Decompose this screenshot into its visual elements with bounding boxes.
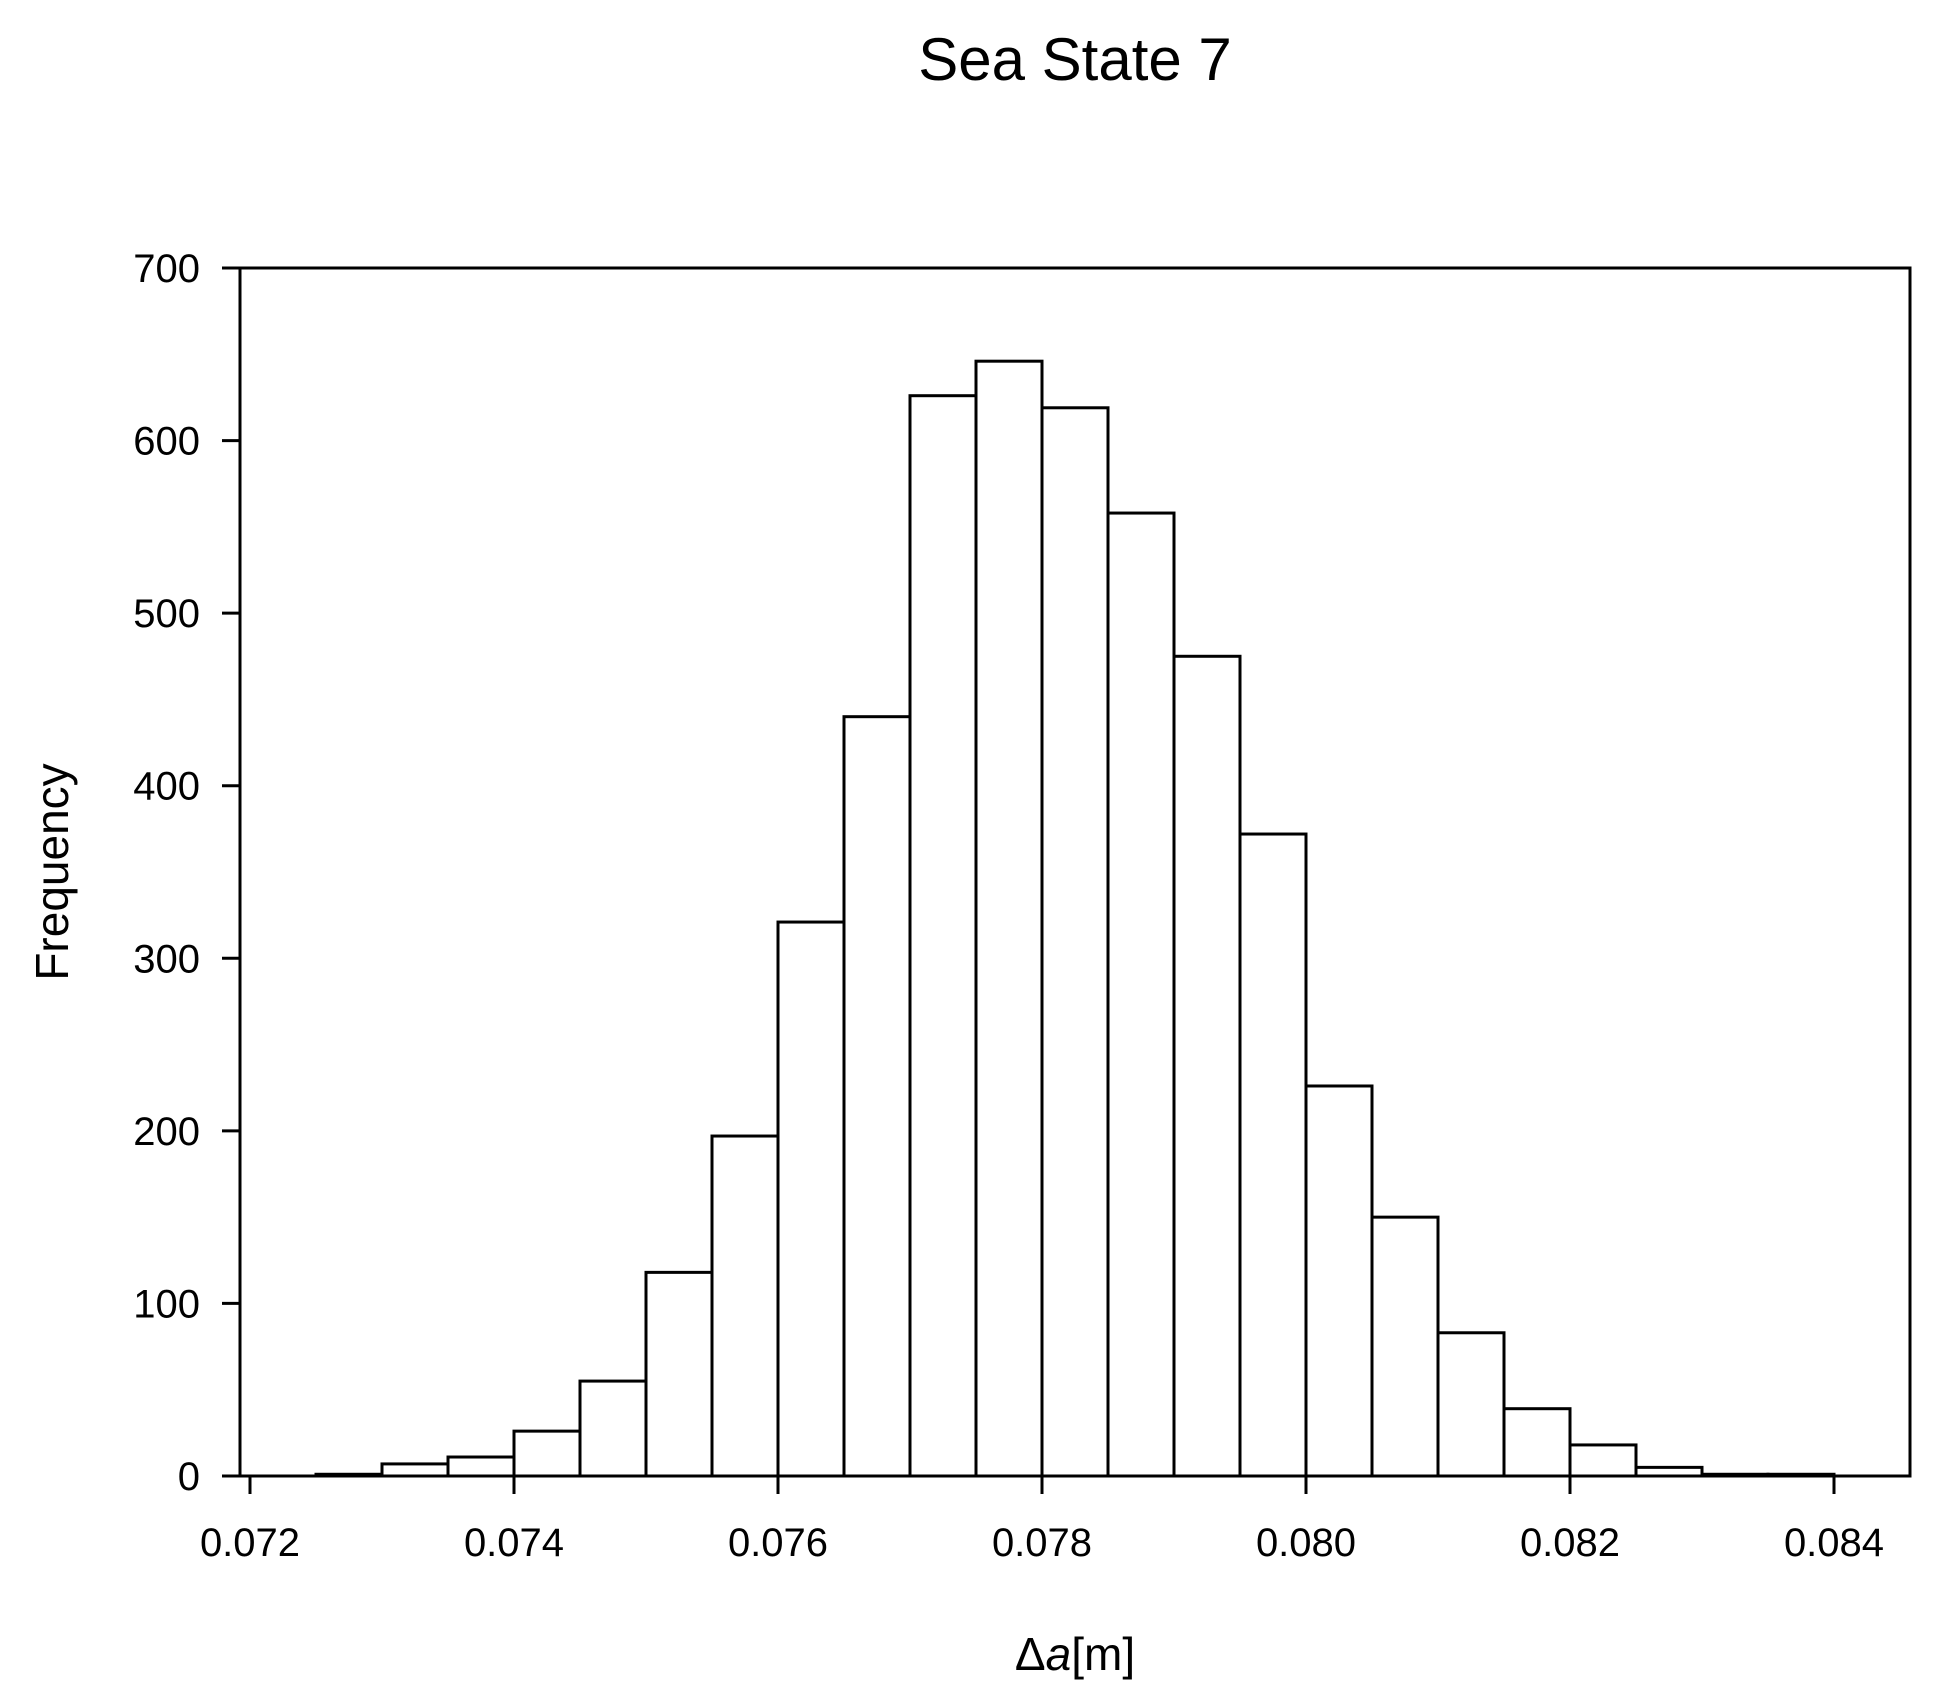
x-tick-label-4: 0.080 [1256, 1521, 1356, 1565]
x-axis-label-delta: Δ [1015, 1628, 1046, 1680]
x-axis: 0.072 0.074 0.076 0.078 0.080 0.082 0.084 [200, 1476, 1884, 1565]
histogram-bar-1 [380, 1462, 450, 1478]
histogram-bar-16 [1370, 1215, 1440, 1478]
histogram-bar-5 [644, 1270, 714, 1478]
x-tick-label-2: 0.076 [728, 1521, 828, 1565]
x-axis-label-variable: a [1046, 1628, 1072, 1680]
histogram-bar-12 [1106, 511, 1176, 1478]
histogram-bar-7 [776, 920, 846, 1478]
histogram-bar-10 [974, 359, 1044, 1478]
plot-frame [238, 266, 1912, 1478]
histogram-bar-14 [1238, 832, 1308, 1478]
histogram-bar-13 [1172, 654, 1242, 1478]
y-tick-label-1: 100 [133, 1282, 200, 1326]
y-tick-label-7: 700 [133, 247, 200, 291]
y-axis: 0 100 200 300 400 500 600 700 [133, 247, 240, 1499]
histogram-bar-4 [578, 1379, 648, 1478]
x-axis-label: Δa[m] [1015, 1628, 1135, 1680]
histogram-bar-6 [710, 1134, 780, 1478]
x-tick-label-6: 0.084 [1784, 1521, 1884, 1565]
histogram-bar-11 [1040, 406, 1110, 1478]
x-axis-label-unit: [m] [1071, 1628, 1135, 1680]
histogram-bar-2 [446, 1455, 516, 1478]
x-tick-label-3: 0.078 [992, 1521, 1092, 1565]
histogram-bar-3 [512, 1429, 582, 1478]
histogram-bar-9 [908, 394, 978, 1478]
y-tick-label-3: 300 [133, 937, 200, 981]
y-tick-label-2: 200 [133, 1110, 200, 1154]
y-tick-label-0: 0 [178, 1455, 200, 1499]
histogram-bar-17 [1436, 1331, 1506, 1478]
y-tick-label-5: 500 [133, 592, 200, 636]
y-tick-label-4: 400 [133, 765, 200, 809]
y-tick-label-6: 600 [133, 420, 200, 464]
histogram-bar-8 [842, 715, 912, 1478]
x-tick-label-5: 0.082 [1520, 1521, 1620, 1565]
y-axis-label: Frequency [26, 763, 78, 980]
bars-group [314, 359, 1836, 1478]
chart-title: Sea State 7 [918, 26, 1232, 93]
histogram-bar-19 [1568, 1443, 1638, 1478]
x-tick-label-1: 0.074 [464, 1521, 564, 1565]
histogram-bar-18 [1502, 1407, 1572, 1478]
histogram-bar-15 [1304, 1084, 1374, 1478]
x-tick-label-0: 0.072 [200, 1521, 300, 1565]
